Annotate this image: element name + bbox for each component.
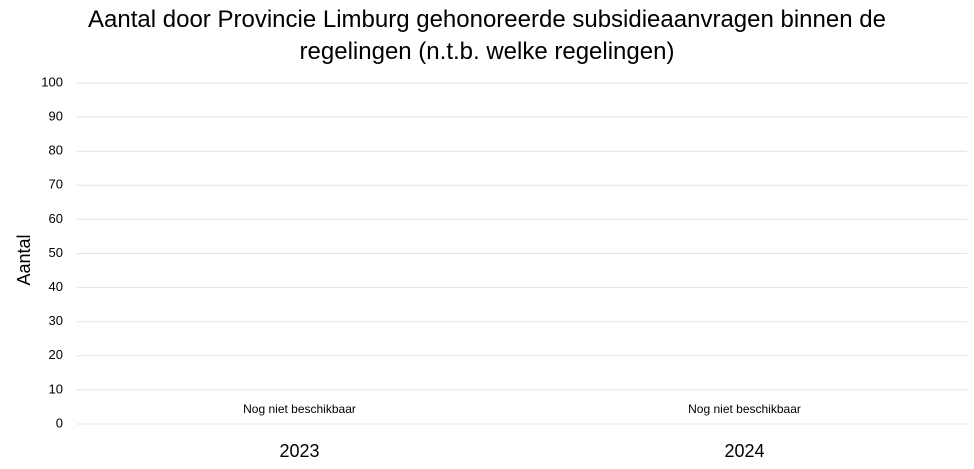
y-tick-label: 90 <box>49 109 63 124</box>
value-label: Nog niet beschikbaar <box>243 402 356 416</box>
y-tick-label: 20 <box>49 347 63 362</box>
x-tick-label: 2024 <box>724 441 764 461</box>
y-tick-label: 10 <box>49 381 63 396</box>
y-tick-label: 70 <box>49 177 63 192</box>
y-tick-label: 50 <box>49 245 63 260</box>
x-tick-label: 2023 <box>279 441 319 461</box>
y-tick-label: 80 <box>49 143 63 158</box>
y-axis-label: Aantal <box>14 234 34 285</box>
chart-title: Aantal door Provincie Limburg gehonoreer… <box>88 6 886 65</box>
y-tick-label: 40 <box>49 279 63 294</box>
y-tick-label: 100 <box>41 74 63 89</box>
value-label: Nog niet beschikbaar <box>688 402 801 416</box>
y-tick-label: 0 <box>56 415 63 430</box>
y-tick-label: 60 <box>49 211 63 226</box>
y-tick-label: 30 <box>49 313 63 328</box>
